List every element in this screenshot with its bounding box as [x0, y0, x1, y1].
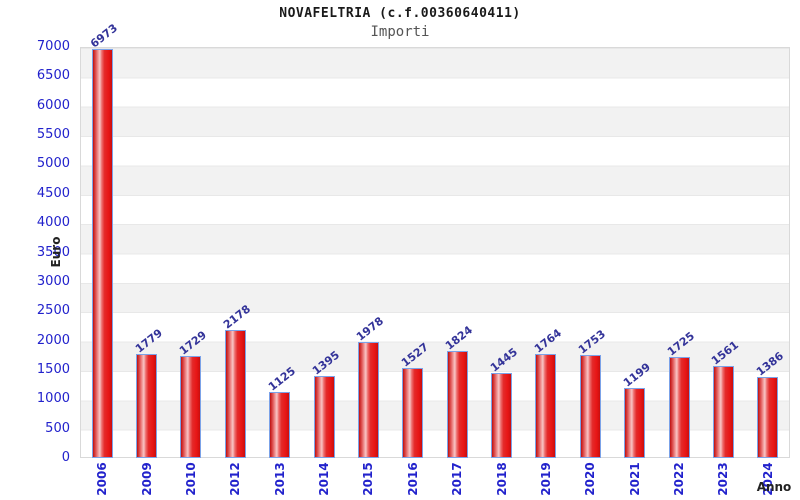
bar-2014 — [313, 376, 335, 458]
bar-2010 — [180, 356, 202, 458]
bar-2012 — [224, 330, 246, 458]
chart-title: NOVAFELTRIA (c.f.00360640411) — [279, 6, 521, 21]
x-tick-label: 2010 — [183, 462, 198, 496]
y-tick-label: 2000 — [36, 332, 70, 348]
bar-2006 — [91, 48, 113, 458]
x-tick-label: 2009 — [139, 462, 154, 496]
bar-2022 — [668, 356, 690, 458]
y-tick-label: 7000 — [36, 39, 70, 54]
x-axis-title: Anno — [756, 480, 792, 494]
y-tick-label: 3000 — [36, 273, 70, 289]
bar-2017 — [446, 350, 468, 458]
y-tick-label: 5500 — [36, 127, 70, 143]
y-tick-label: 6000 — [36, 97, 70, 113]
x-tick-label: 2023 — [716, 462, 731, 496]
x-tick-label: 2017 — [450, 462, 465, 496]
x-tick-label: 2021 — [627, 462, 642, 496]
bar-2013 — [269, 391, 291, 458]
y-axis-title: Euro — [49, 236, 63, 268]
y-tick-label: 500 — [45, 420, 70, 436]
y-tick-label: 6500 — [36, 68, 70, 84]
x-tick-label: 2022 — [672, 462, 687, 496]
y-tick-label: 0 — [61, 450, 70, 465]
bar-2024 — [757, 376, 779, 458]
x-tick-label: 2013 — [272, 462, 287, 496]
bar-2021 — [624, 387, 646, 458]
x-tick-label: 2020 — [583, 462, 598, 496]
y-tick-label: 5000 — [36, 156, 70, 172]
bar-2015 — [357, 341, 379, 458]
y-tick-label: 1000 — [36, 391, 70, 407]
x-tick-label: 2015 — [361, 462, 376, 496]
bar-2020 — [579, 355, 601, 458]
bar-2016 — [402, 368, 424, 458]
bar-2019 — [535, 354, 557, 458]
x-tick-label: 2018 — [494, 462, 509, 496]
y-tick-label: 4000 — [36, 215, 70, 231]
y-tick-label: 4500 — [36, 185, 70, 201]
bar-2018 — [491, 373, 513, 458]
x-tick-label: 2019 — [538, 462, 553, 496]
bar-2023 — [712, 366, 734, 458]
y-tick-label: 3500 — [36, 244, 70, 260]
x-tick-label: 2014 — [317, 462, 332, 496]
x-tick-label: 2016 — [405, 462, 420, 496]
x-tick-label: 2012 — [228, 462, 243, 496]
bar-2009 — [136, 353, 158, 458]
y-tick-label: 1500 — [36, 361, 70, 377]
x-tick-label: 2006 — [95, 462, 110, 496]
y-tick-label: 2500 — [36, 303, 70, 319]
chart-subtitle: Importi — [370, 24, 430, 40]
